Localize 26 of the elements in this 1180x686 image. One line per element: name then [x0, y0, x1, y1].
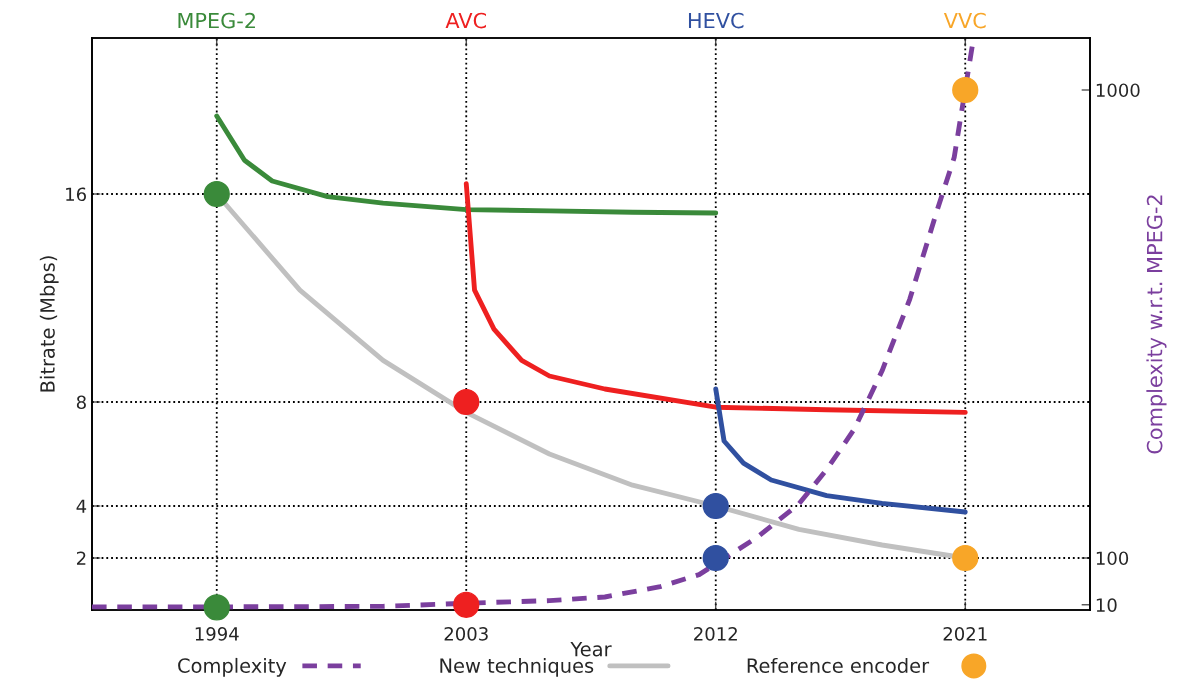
line-series: [463, 181, 968, 415]
y2-axis-title: Complexity w.r.t. MPEG-2: [1146, 195, 1167, 454]
annotation: HEVC: [688, 12, 744, 29]
line-series: [713, 386, 968, 515]
legend-label: Reference encoder: [747, 657, 930, 673]
y2-tick-label: 100: [1096, 551, 1129, 566]
y2-tick-label: 10: [1096, 598, 1117, 612]
y-tick-label: 2: [76, 551, 86, 565]
x-tick-label: 1994: [195, 626, 239, 641]
annotation: MPEG-2: [178, 12, 255, 29]
x-tick-label: 2012: [694, 626, 737, 641]
x-tick-label: 2003: [444, 626, 488, 641]
y-tick-label: 4: [76, 499, 87, 513]
legend-label: Complexity: [178, 657, 287, 677]
x-tick-label: 2021: [943, 626, 987, 641]
y-tick-label: 16: [66, 187, 86, 202]
point: [203, 594, 230, 621]
x-axis-title: Year: [570, 641, 612, 657]
point: [453, 591, 480, 618]
y-axis-title: Bitrate (Mbps): [39, 256, 59, 392]
annotation: VVC: [943, 12, 986, 29]
y2-tick-label: 1000: [1096, 83, 1140, 98]
line-series: [214, 113, 719, 216]
annotation: AVC: [445, 12, 486, 29]
y-tick-label: 8: [76, 395, 86, 410]
legend-label: New techniques: [440, 657, 594, 677]
